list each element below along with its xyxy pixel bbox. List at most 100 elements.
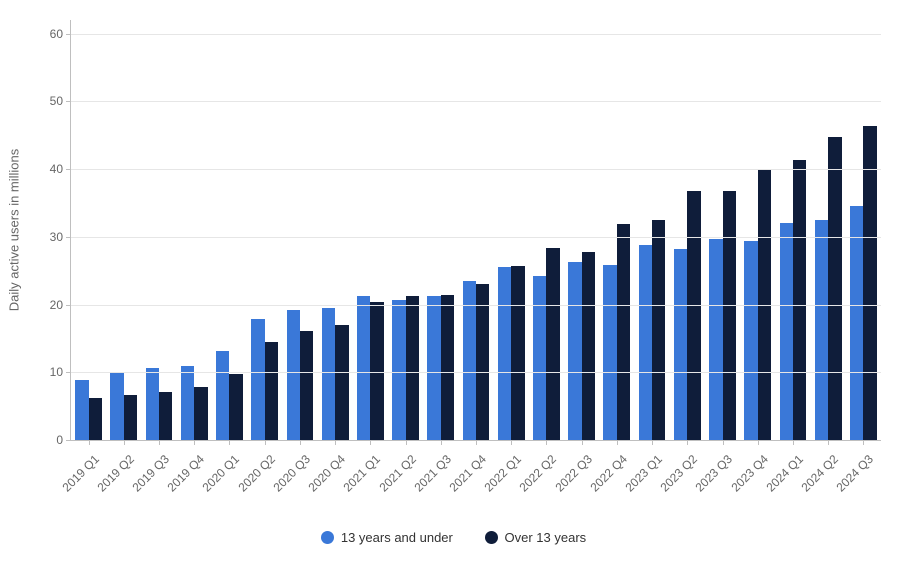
bars-layer (71, 20, 881, 440)
bar[interactable] (498, 267, 511, 440)
bar[interactable] (110, 373, 123, 440)
x-tick-mark (828, 440, 829, 445)
bar[interactable] (652, 220, 665, 440)
x-tick-label: 2020 Q2 (235, 452, 277, 494)
bar[interactable] (850, 206, 863, 440)
legend-swatch-under-13 (321, 531, 334, 544)
x-tick-label: 2023 Q4 (728, 452, 770, 494)
x-tick-label: 2019 Q1 (59, 452, 101, 494)
x-tick-mark (441, 440, 442, 445)
x-tick-label: 2019 Q2 (94, 452, 136, 494)
x-tick-label: 2024 Q1 (763, 452, 805, 494)
x-axis-labels: 2019 Q12019 Q22019 Q32019 Q42020 Q12020 … (70, 446, 880, 526)
x-tick-mark (229, 440, 230, 445)
x-tick-mark (335, 440, 336, 445)
bar[interactable] (124, 395, 137, 440)
x-tick-mark (265, 440, 266, 445)
y-tick-mark (66, 169, 71, 170)
bar[interactable] (674, 249, 687, 440)
bar[interactable] (709, 239, 722, 440)
x-tick-mark (159, 440, 160, 445)
y-axis-title: Daily active users in millions (7, 149, 22, 312)
bar[interactable] (617, 224, 630, 440)
bar[interactable] (639, 245, 652, 440)
bar[interactable] (265, 342, 278, 440)
bar[interactable] (194, 387, 207, 440)
bar[interactable] (357, 296, 370, 440)
y-tick-mark (66, 372, 71, 373)
y-tick-label: 0 (23, 433, 63, 447)
bar[interactable] (322, 308, 335, 440)
bar[interactable] (687, 191, 700, 440)
legend-item-under-13: 13 years and under (321, 530, 453, 545)
x-tick-mark (723, 440, 724, 445)
bar[interactable] (815, 220, 828, 440)
x-tick-mark (194, 440, 195, 445)
bar[interactable] (568, 262, 581, 440)
bar[interactable] (300, 331, 313, 440)
bar[interactable] (546, 248, 559, 440)
bar[interactable] (476, 284, 489, 440)
bar[interactable] (229, 374, 242, 440)
y-tick-label: 60 (23, 27, 63, 41)
legend-swatch-over-13 (485, 531, 498, 544)
x-tick-mark (476, 440, 477, 445)
bar[interactable] (511, 266, 524, 440)
gridline (71, 237, 881, 238)
x-tick-label: 2021 Q2 (376, 452, 418, 494)
bar[interactable] (335, 325, 348, 440)
legend: 13 years and under Over 13 years (0, 530, 907, 547)
y-tick-mark (66, 305, 71, 306)
bar[interactable] (406, 296, 419, 440)
bar[interactable] (287, 310, 300, 440)
bar[interactable] (159, 392, 172, 440)
bar[interactable] (181, 366, 194, 440)
x-tick-label: 2022 Q4 (587, 452, 629, 494)
x-tick-label: 2024 Q3 (834, 452, 876, 494)
y-tick-mark (66, 440, 71, 441)
gridline (71, 372, 881, 373)
x-tick-mark (863, 440, 864, 445)
y-tick-label: 40 (23, 162, 63, 176)
bar[interactable] (793, 160, 806, 440)
dau-grouped-bar-chart: Daily active users in millions 010203040… (0, 0, 907, 567)
x-tick-mark (300, 440, 301, 445)
x-tick-mark (617, 440, 618, 445)
y-tick-mark (66, 237, 71, 238)
bar[interactable] (780, 223, 793, 440)
bar[interactable] (533, 276, 546, 440)
bar[interactable] (723, 191, 736, 440)
x-tick-label: 2022 Q1 (482, 452, 524, 494)
bar[interactable] (146, 368, 159, 440)
y-tick-label: 50 (23, 94, 63, 108)
bar[interactable] (441, 295, 454, 440)
y-tick-mark (66, 101, 71, 102)
bar[interactable] (216, 351, 229, 440)
bar[interactable] (828, 137, 841, 440)
y-tick-label: 20 (23, 298, 63, 312)
bar[interactable] (863, 126, 876, 440)
y-tick-mark (66, 34, 71, 35)
x-tick-label: 2021 Q1 (341, 452, 383, 494)
x-tick-label: 2023 Q1 (623, 452, 665, 494)
x-tick-label: 2023 Q2 (658, 452, 700, 494)
x-tick-label: 2020 Q3 (270, 452, 312, 494)
x-tick-label: 2022 Q2 (517, 452, 559, 494)
x-tick-mark (546, 440, 547, 445)
x-tick-label: 2020 Q4 (306, 452, 348, 494)
x-tick-mark (370, 440, 371, 445)
bar[interactable] (392, 300, 405, 440)
bar[interactable] (603, 265, 616, 440)
bar[interactable] (582, 252, 595, 440)
x-tick-mark (406, 440, 407, 445)
bar[interactable] (75, 380, 88, 440)
bar[interactable] (744, 241, 757, 440)
y-tick-label: 10 (23, 365, 63, 379)
plot-area: 0102030405060 (70, 20, 881, 441)
bar[interactable] (251, 319, 264, 440)
bar[interactable] (89, 398, 102, 440)
bar[interactable] (370, 302, 383, 440)
bar[interactable] (427, 296, 440, 440)
x-tick-mark (511, 440, 512, 445)
x-tick-label: 2023 Q3 (693, 452, 735, 494)
